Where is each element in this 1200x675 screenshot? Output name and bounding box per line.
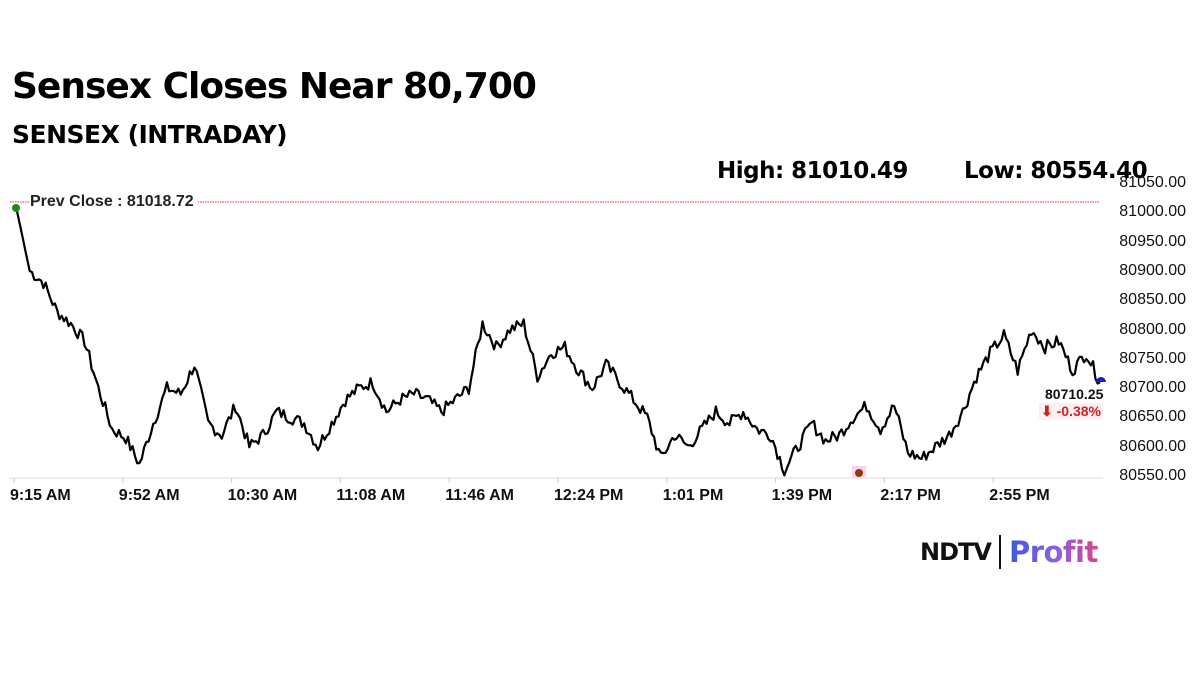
- prev-close-label: Prev Close : 81018.72: [30, 193, 198, 211]
- x-axis-tick-marks: [13, 478, 994, 483]
- x-tick-label: 2:55 PM: [989, 487, 1050, 504]
- x-tick-label: 12:24 PM: [554, 487, 624, 504]
- y-tick-label: 80850.00: [1119, 291, 1186, 309]
- x-tick-label: 1:39 PM: [771, 487, 833, 504]
- day-low-label: Low: 80554.40: [964, 158, 1148, 184]
- x-tick-label: 1:01 PM: [662, 487, 724, 504]
- x-tick-label: 11:08 AM: [336, 487, 406, 504]
- x-tick-label: 9:15 AM: [10, 487, 71, 504]
- open-marker: [12, 204, 20, 212]
- x-tick-label: 2:17 PM: [880, 487, 941, 504]
- y-tick-label: 81000.00: [1119, 203, 1186, 221]
- last-price-label: 80710.25: [1045, 386, 1104, 402]
- y-tick-label: 80650.00: [1119, 408, 1186, 426]
- y-tick-label: 80900.00: [1119, 261, 1186, 279]
- x-tick-label: 11:46 AM: [445, 487, 514, 504]
- y-tick-label: 80600.00: [1119, 437, 1186, 455]
- y-tick-label: 80950.00: [1119, 232, 1186, 250]
- ndtv-profit-logo: NDTV Profit: [920, 532, 1098, 572]
- y-tick-label: 81050.00: [1119, 174, 1186, 191]
- y-tick-label: 80750.00: [1119, 349, 1186, 367]
- logo-divider: [998, 535, 1001, 569]
- day-high-label: High: 81010.49: [717, 158, 908, 184]
- x-tick-label: 10:30 AM: [227, 487, 298, 504]
- last-price-marker: [1096, 377, 1106, 382]
- y-tick-label: 80550.00: [1119, 467, 1186, 484]
- price-line: [14, 206, 1101, 477]
- chart-title: Sensex Closes Near 80,700: [12, 66, 537, 107]
- y-tick-label: 80700.00: [1119, 379, 1186, 397]
- logo-product-text: Profit: [1008, 535, 1098, 569]
- change-percent-badge: ⬇ -0.38%: [1039, 403, 1103, 420]
- x-tick-label: 9:52 AM: [118, 487, 180, 504]
- chart-subtitle: SENSEX (INTRADAY): [12, 120, 288, 149]
- low-marker: [855, 469, 863, 477]
- y-tick-label: 80800.00: [1119, 320, 1186, 338]
- logo-brand-text: NDTV: [920, 538, 992, 566]
